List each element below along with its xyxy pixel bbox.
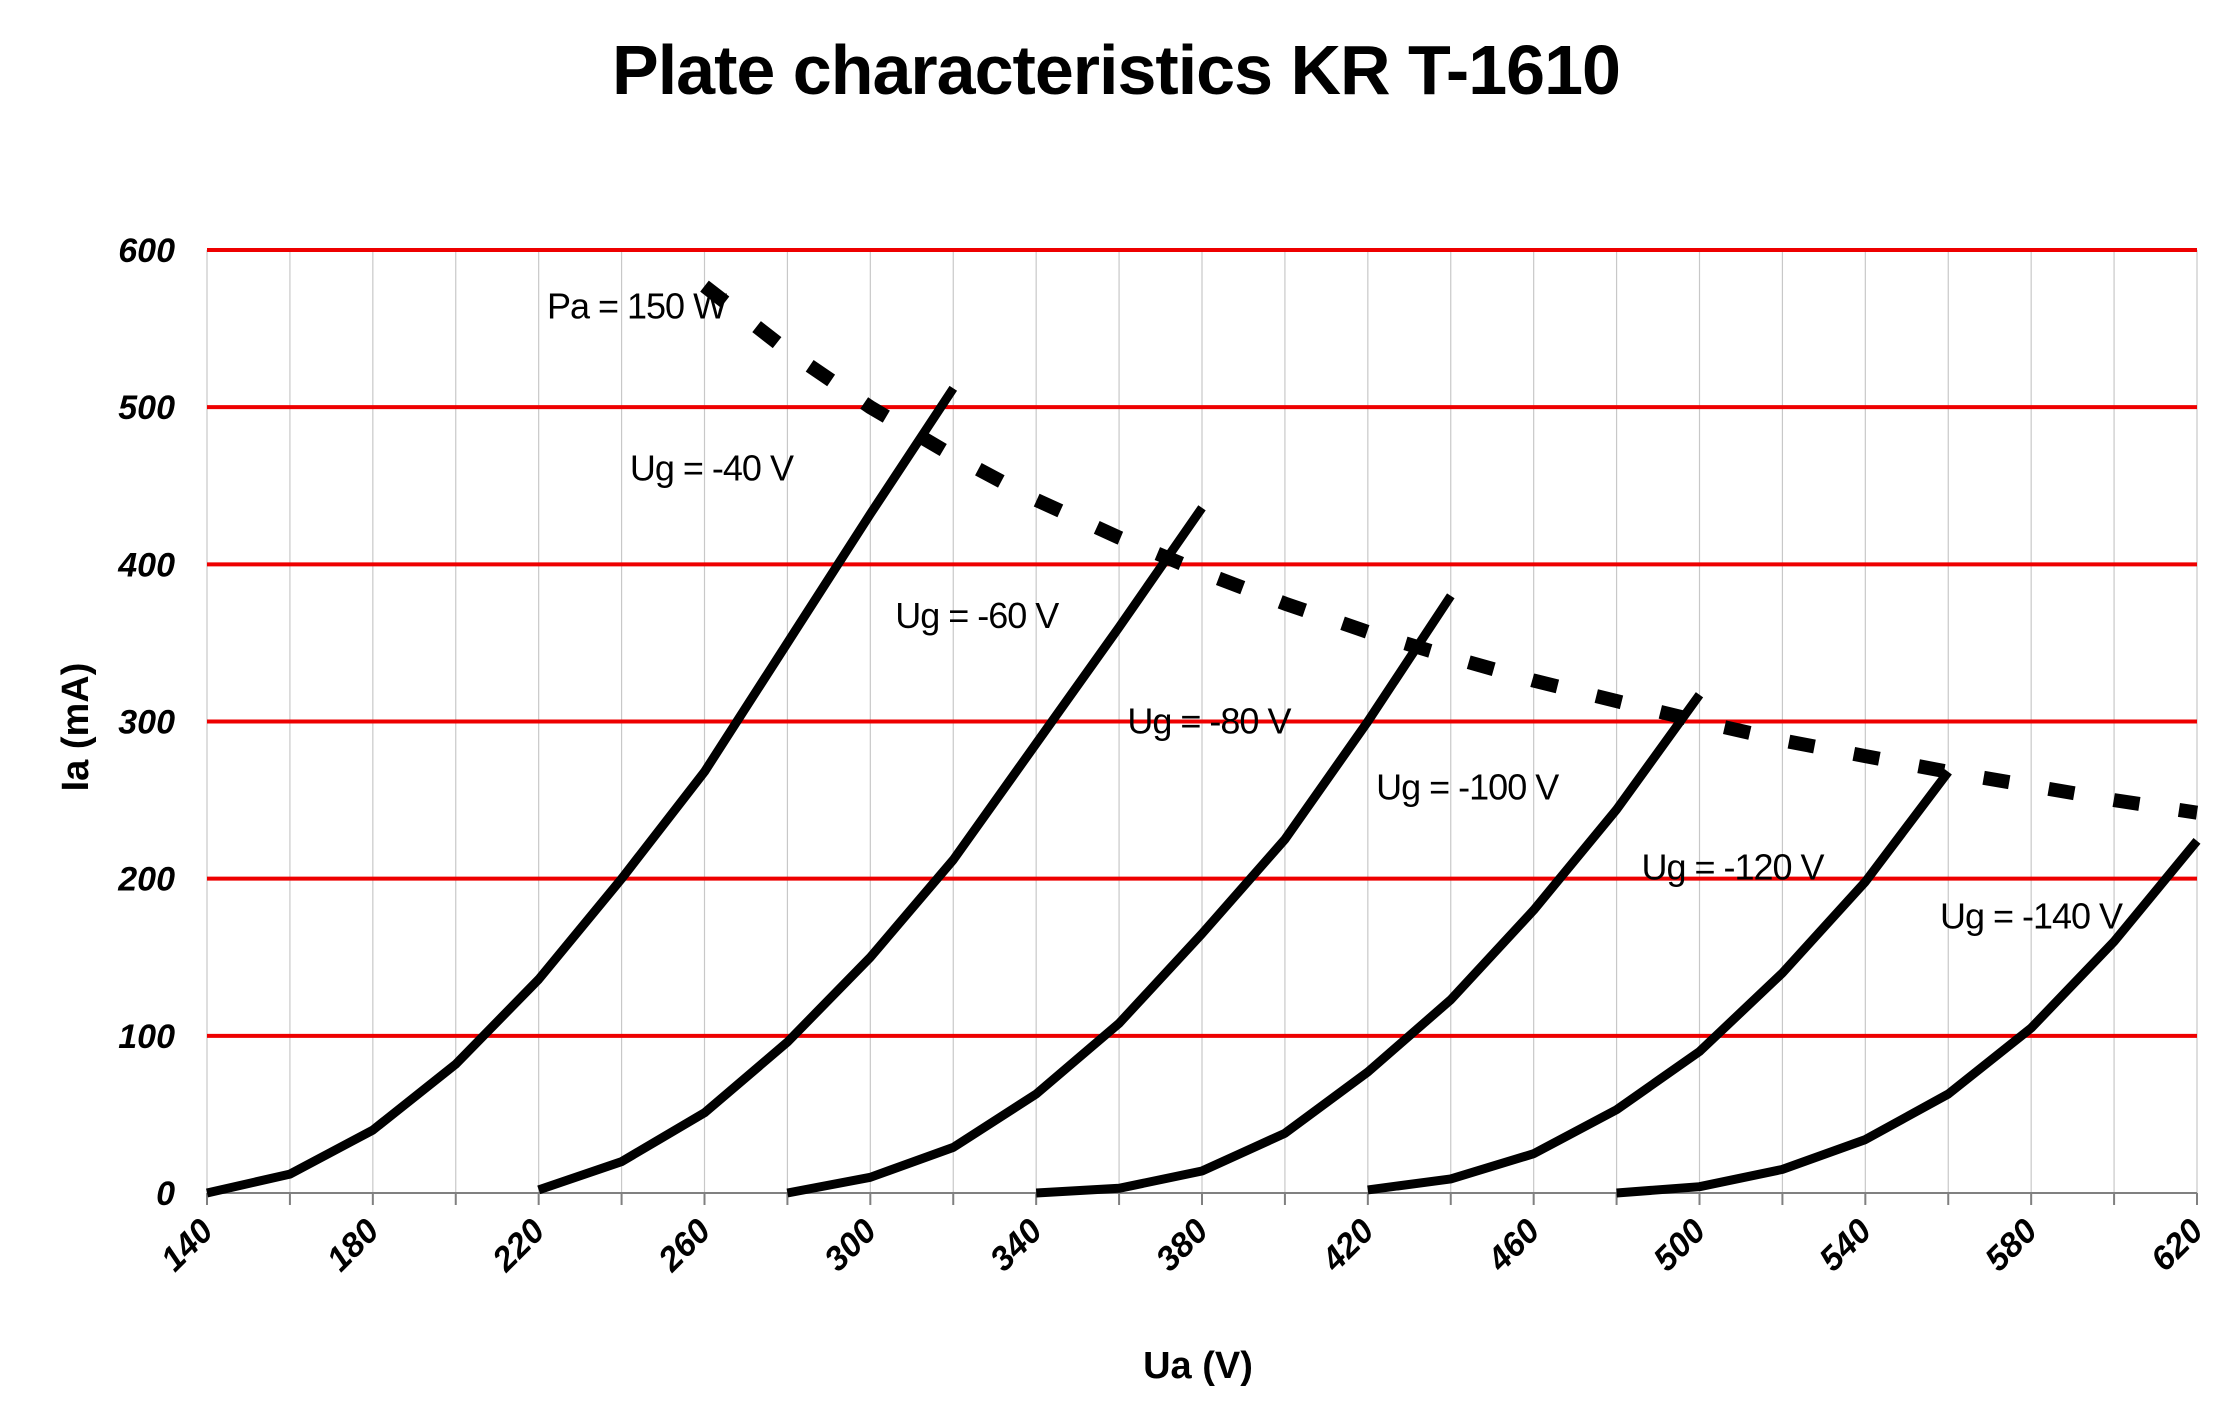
y-axis-title: Ia (mA) <box>55 663 97 792</box>
series-ug-100-v <box>1035 692 1704 1198</box>
y-tick-label-200: 200 <box>117 861 175 899</box>
annotation-ug-60-v: Ug = -60 V <box>895 595 1059 636</box>
y-tick-label-0: 0 <box>156 1175 175 1213</box>
annotation-ug-80-v: Ug = -80 V <box>1127 701 1291 742</box>
chart-title: Plate characteristics KR T-1610 <box>612 31 1620 109</box>
annotation-ug-40-v: Ug = -40 V <box>630 447 794 488</box>
y-axis-ticks: 0 100 200 300 400 500 600 <box>117 232 175 1213</box>
annotation-ug-140-v: Ug = -140 V <box>1940 895 2123 936</box>
x-axis <box>206 1192 2198 1205</box>
series-ug-120-v <box>1367 769 1952 1195</box>
series-ug-40-v <box>205 385 958 1198</box>
y-tick-label-500: 500 <box>118 389 175 427</box>
y-tick-label-400: 400 <box>117 546 175 584</box>
series-ug-80-v <box>786 593 1455 1198</box>
y-tick-label-300: 300 <box>118 704 175 742</box>
x-axis-title: Ua (V) <box>1143 1345 1253 1387</box>
series-ug-140-v <box>1616 838 2201 1198</box>
y-tick-label-600: 600 <box>118 232 175 270</box>
plot-curves <box>205 280 2201 1198</box>
series-ug-60-v <box>537 505 1206 1195</box>
annotation-ug-120-v: Ug = -120 V <box>1641 847 1824 888</box>
annotation-pa-150-w: Pa = 150 W <box>547 286 727 327</box>
curve-labels: Pa = 150 W Ug = -40 V Ug = -60 V Ug = -80 V… <box>547 286 2124 937</box>
y-tick-label-100: 100 <box>118 1018 175 1056</box>
annotation-ug-100-v: Ug = -100 V <box>1376 767 1559 808</box>
